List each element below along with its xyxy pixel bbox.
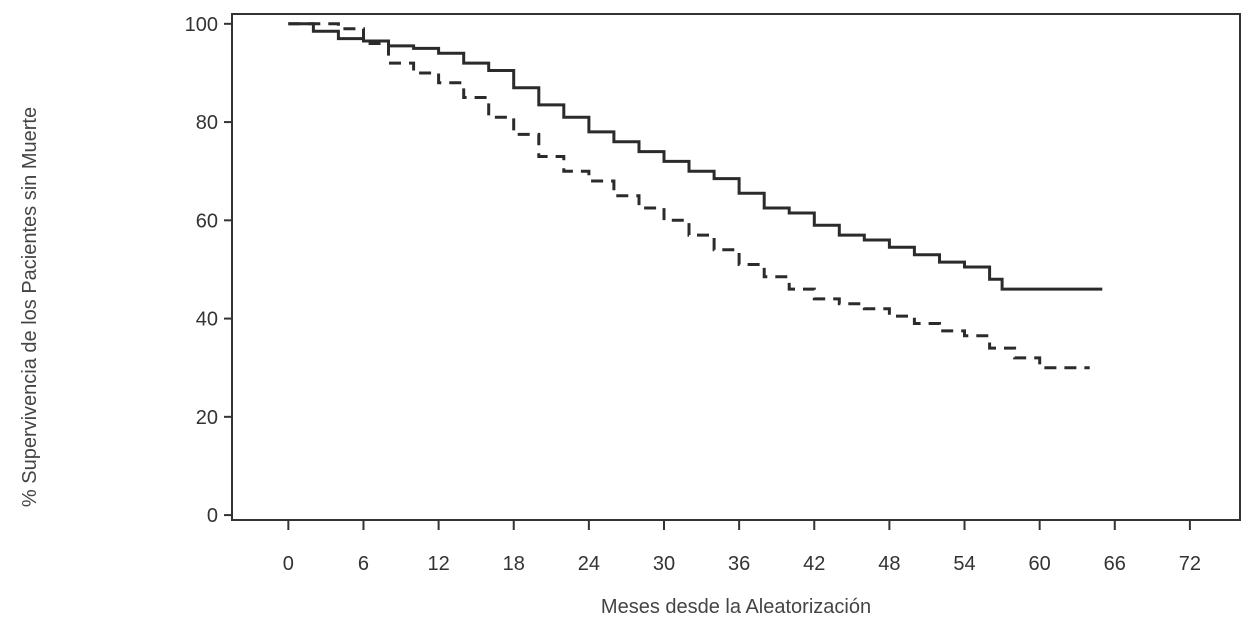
x-tick-label: 72: [1179, 553, 1201, 575]
x-tick-label: 54: [953, 553, 975, 575]
y-tick-label: 0: [207, 505, 218, 527]
y-axis-title: % Supervivencia de los Pacientes sin Mue…: [19, 107, 41, 507]
y-tick-label: 20: [196, 407, 218, 429]
x-tick-label: 36: [728, 553, 750, 575]
x-tick-label: 48: [878, 553, 900, 575]
x-tick-label: 24: [578, 553, 600, 575]
y-tick-label: 100: [185, 14, 218, 36]
series-line-solid: [288, 22, 1103, 291]
x-tick-label: 6: [358, 553, 369, 575]
y-tick-label: 40: [196, 309, 218, 331]
plot-frame: [231, 13, 1241, 521]
y-axis: 0 20 40 60 80 100: [185, 14, 232, 527]
y-tick-label: 80: [196, 112, 218, 134]
x-tick-label: 66: [1104, 553, 1126, 575]
x-tick-label: 0: [283, 553, 294, 575]
series-layer: [288, 22, 1103, 370]
x-tick-label: 18: [503, 553, 525, 575]
x-axis: 0 6 12 18 24 30 36 42 48 54 60 66 72: [283, 520, 1201, 575]
x-tick-label: 42: [803, 553, 825, 575]
x-tick-label: 30: [653, 553, 675, 575]
x-tick-label: 60: [1029, 553, 1051, 575]
x-axis-title: Meses desde la Aleatorización: [601, 596, 871, 618]
x-tick-label: 12: [427, 553, 449, 575]
series-line-dashed: [288, 22, 1090, 370]
y-tick-label: 60: [196, 210, 218, 232]
